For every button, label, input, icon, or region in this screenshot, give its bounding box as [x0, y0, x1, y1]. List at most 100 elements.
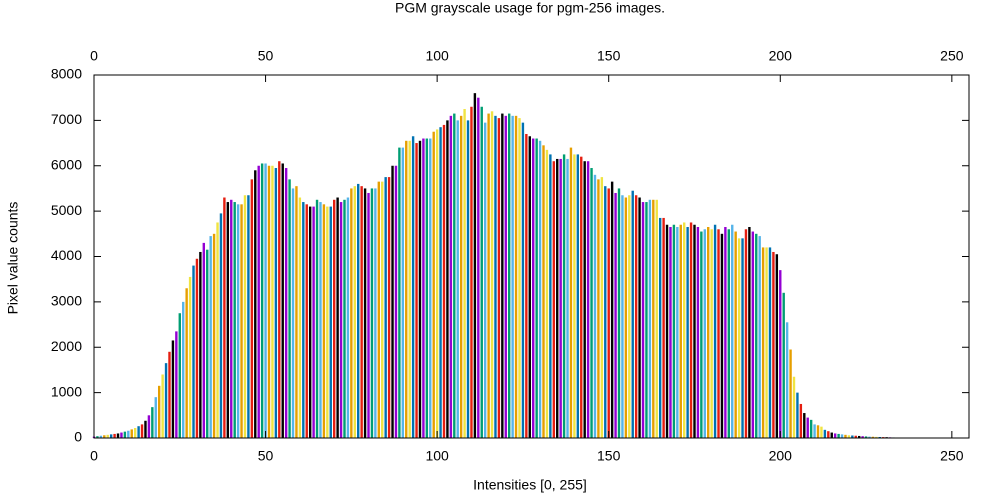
- bar: [607, 188, 610, 438]
- bar: [346, 197, 350, 438]
- bar: [185, 288, 188, 438]
- bar: [422, 138, 425, 438]
- bar: [212, 233, 216, 438]
- bar: [535, 138, 538, 438]
- bar: [590, 168, 593, 439]
- bar: [384, 177, 387, 438]
- bar: [332, 199, 336, 438]
- bar: [645, 202, 648, 438]
- bar: [322, 204, 326, 438]
- bar: [367, 192, 370, 438]
- bar: [188, 276, 192, 438]
- x2-tick-label: 150: [597, 48, 621, 64]
- bar: [408, 140, 411, 438]
- bar: [216, 222, 219, 438]
- bar: [147, 415, 151, 438]
- bar: [864, 436, 868, 438]
- bar: [487, 113, 490, 438]
- bar: [631, 190, 634, 438]
- bar: [562, 154, 566, 438]
- bar: [573, 154, 576, 438]
- bar: [525, 133, 528, 439]
- bar: [480, 106, 483, 438]
- bar: [823, 429, 827, 438]
- bar: [353, 186, 356, 438]
- x-axis-label: Intensities [0, 255]: [473, 477, 587, 493]
- bar: [281, 163, 284, 438]
- bar: [593, 174, 597, 438]
- bar: [566, 158, 569, 438]
- bar: [840, 434, 844, 438]
- bar: [662, 217, 665, 438]
- bar: [171, 340, 175, 438]
- bar: [432, 131, 435, 438]
- bar: [116, 433, 120, 438]
- bar: [693, 224, 696, 438]
- bar: [583, 161, 586, 438]
- bar: [233, 202, 236, 438]
- bar: [490, 111, 494, 439]
- bar: [192, 265, 195, 438]
- bar: [295, 186, 298, 438]
- bar: [182, 301, 185, 438]
- bar: [459, 115, 463, 439]
- bar: [168, 351, 171, 438]
- bar: [157, 385, 161, 438]
- bar: [405, 140, 408, 438]
- bar: [710, 229, 713, 438]
- bar: [103, 435, 106, 438]
- bar: [782, 292, 785, 438]
- x2-tick-label: 50: [258, 48, 274, 64]
- bar: [511, 115, 514, 439]
- bar: [610, 181, 614, 438]
- bar: [442, 124, 446, 438]
- bar: [161, 374, 164, 438]
- bar: [617, 188, 621, 438]
- x2-tick-label: 100: [425, 48, 449, 64]
- bar: [600, 177, 604, 438]
- bar: [429, 138, 432, 438]
- bar: [507, 113, 511, 438]
- y-tick-label: 4000: [51, 247, 82, 263]
- bar: [703, 229, 706, 438]
- bar: [861, 436, 864, 438]
- bar: [226, 202, 230, 438]
- bar: [439, 127, 442, 439]
- x-tick-label: 50: [258, 448, 274, 464]
- bar: [641, 202, 645, 438]
- y-tick-label: 3000: [51, 293, 82, 309]
- bar: [813, 424, 816, 438]
- bar: [219, 213, 223, 438]
- bar: [679, 224, 682, 438]
- bar: [223, 197, 226, 438]
- bar: [614, 192, 617, 438]
- bar: [254, 170, 257, 438]
- bar: [672, 224, 676, 438]
- y-axis-label: Pixel value counts: [5, 202, 21, 315]
- bar: [696, 227, 700, 438]
- bar: [473, 93, 477, 439]
- bar: [580, 156, 583, 439]
- bar: [394, 165, 398, 438]
- bar: [120, 432, 123, 438]
- bar: [302, 202, 305, 438]
- bar: [175, 331, 178, 438]
- bar: [343, 199, 346, 438]
- bar: [144, 420, 147, 438]
- bar: [501, 113, 504, 438]
- bar: [871, 436, 875, 438]
- bar: [202, 242, 206, 438]
- bar: [415, 143, 418, 438]
- bar: [569, 147, 573, 438]
- bar: [137, 426, 140, 438]
- bar: [676, 227, 679, 438]
- bar: [483, 122, 487, 439]
- bar: [230, 199, 233, 438]
- bar: [521, 122, 525, 439]
- bar: [806, 417, 809, 438]
- bar: [755, 233, 758, 438]
- bar: [326, 206, 329, 438]
- bar: [658, 217, 662, 438]
- bar: [329, 206, 332, 438]
